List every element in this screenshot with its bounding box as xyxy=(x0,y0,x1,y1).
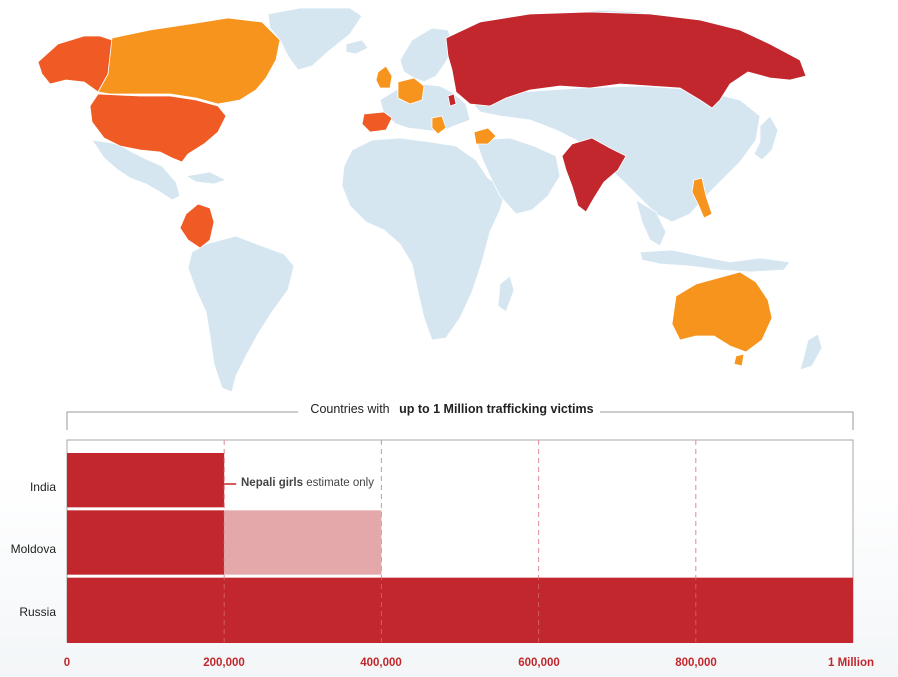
category-label-russia: Russia xyxy=(19,605,56,619)
bar-india xyxy=(67,453,225,508)
bar-moldova-estimate xyxy=(224,510,382,575)
bar-moldova xyxy=(67,510,225,575)
category-label-india: India xyxy=(29,480,56,494)
chart-title: Countries with up to 1 Million trafficki… xyxy=(0,402,898,416)
chart-title-prefix: Countries with xyxy=(304,402,400,416)
bar-chart xyxy=(66,411,854,643)
germany-shape xyxy=(397,77,425,105)
world-map xyxy=(37,7,823,393)
annotation-rest: estimate only xyxy=(303,477,374,489)
new-zealand-shape xyxy=(799,333,823,371)
caribbean-shape xyxy=(185,171,227,185)
x-tick-label: 400,000 xyxy=(360,657,402,669)
scandinavia-shape xyxy=(399,27,455,83)
category-label-moldova: Moldova xyxy=(10,542,56,556)
indonesia-shape xyxy=(639,249,791,273)
uk-shape xyxy=(375,65,393,89)
x-tick-label: 800,000 xyxy=(675,657,717,669)
syria-shape xyxy=(473,127,497,145)
x-tick-label: 0 xyxy=(63,657,71,669)
canada-shape xyxy=(97,17,281,105)
nepali-annotation: Nepali girls estimate only xyxy=(241,477,374,489)
moldova-shape xyxy=(447,93,457,107)
iceland-shape xyxy=(345,39,369,55)
japan-shape xyxy=(753,115,779,161)
chart-title-bold: up to 1 Million trafficking victims xyxy=(399,402,594,416)
russia-shape xyxy=(445,11,807,109)
south-america-shape xyxy=(187,235,295,393)
bar-russia xyxy=(67,577,853,642)
australia-shape xyxy=(671,271,773,353)
madagascar-shape xyxy=(497,275,515,313)
x-tick-label: 1 Million xyxy=(828,657,874,669)
tasmania-shape xyxy=(733,353,745,367)
philippines-shape xyxy=(691,177,713,219)
spain-shape xyxy=(361,111,393,133)
colombia-shape xyxy=(179,203,215,249)
mexico-shape xyxy=(91,139,181,201)
greenland-shape xyxy=(267,7,363,71)
greece-shape xyxy=(431,115,447,135)
africa-shape xyxy=(341,137,507,341)
southeast-asia-shape xyxy=(635,199,667,247)
x-tick-label: 600,000 xyxy=(518,657,560,669)
annotation-bold: Nepali girls xyxy=(241,477,303,489)
alaska-shape xyxy=(37,35,113,93)
india-shape xyxy=(561,137,627,213)
middle-east-shape xyxy=(475,137,561,215)
x-tick-label: 200,000 xyxy=(203,657,245,669)
usa-shape xyxy=(89,93,227,163)
